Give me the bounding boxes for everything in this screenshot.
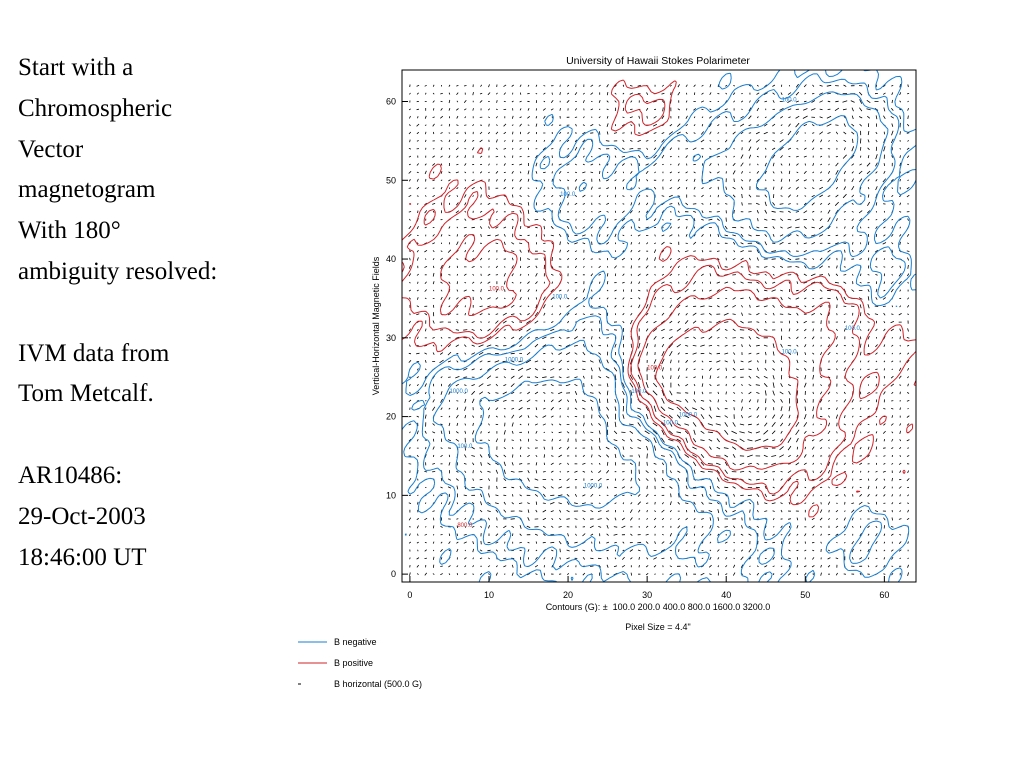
vector-mark [408, 83, 910, 577]
contour-value-label: 100.0 [663, 420, 679, 426]
text-paragraph: Start with a Chromospheric Vector magnetogr… [18, 48, 318, 293]
contour-value-label: 1000.0 [679, 413, 698, 419]
contour-value-label: 1000.0 [505, 357, 524, 363]
x-axis: 0 10 20 30 40 50 60 [407, 576, 889, 600]
y-tick-label: 50 [386, 175, 396, 185]
y-tick-label: 20 [386, 412, 396, 422]
y-tick-label: 60 [386, 97, 396, 107]
y-tick-label: 30 [386, 333, 396, 343]
contour-value-label: 100.0 [845, 326, 861, 332]
x-tick-label: 10 [484, 590, 494, 600]
text-line: magnetogram [18, 176, 156, 204]
contour-line [401, 93, 861, 495]
contour-line [401, 79, 917, 518]
chart-title: University of Hawaii Stokes Polarimeter [566, 55, 750, 67]
x-tick-label: 30 [642, 590, 652, 600]
contour-line [411, 73, 906, 583]
contour-value-label: 100.0 [489, 287, 505, 293]
text-paragraph: AR10486: 29-Oct-2003 18:46:00 UT [18, 456, 318, 578]
text-line: 29-Oct-2003 [18, 502, 146, 530]
text-line: With 180° [18, 217, 121, 245]
vector-field [408, 83, 910, 577]
text-line: ambiguity resolved: [18, 257, 218, 285]
contour-value-label: 1000.0 [449, 389, 468, 395]
x-tick-label: 60 [879, 590, 889, 600]
text-line: 18:46:00 UT [18, 543, 147, 571]
contour-value-label: 100.0 [631, 389, 647, 395]
contour-value-label: 1000.0 [584, 483, 603, 489]
contour-value-label: 100.0 [782, 350, 798, 356]
negative-contours [401, 69, 917, 583]
plot-frame [401, 69, 917, 583]
text-line: Tom Metcalf. [18, 380, 154, 408]
y-tick-label: 40 [386, 254, 396, 264]
text-line: Chromospheric [18, 94, 173, 122]
text-line: IVM data from [18, 339, 170, 367]
text-line: Vector [18, 135, 84, 163]
x-tick-label: 0 [407, 590, 412, 600]
slide-text: Start with a Chromospheric Vector magnetogr… [18, 48, 318, 578]
legend-label: B negative [334, 637, 377, 647]
text-line: Start with a [18, 54, 134, 81]
legend: B negative B positive B horizontal (500.0 … [298, 637, 422, 689]
y-tick-label: 0 [391, 569, 396, 579]
x-tick-label: 50 [800, 590, 810, 600]
contour-value-labels: 100.0100.0100.01000.01000.0100.0100.0100… [449, 98, 860, 529]
contour-value-label: 100.0 [647, 365, 663, 371]
legend-label: B horizontal (500.0 G) [334, 679, 422, 689]
text-paragraph: IVM data from Tom Metcalf. [18, 334, 318, 416]
text-line: AR10486: [18, 461, 123, 489]
contour-value-label: 100.0 [457, 444, 473, 450]
contour-value-label: 800.0 [457, 523, 473, 529]
positive-contours [401, 79, 917, 518]
contour-value-label: 100.0 [782, 98, 798, 104]
pixel-size-label: Pixel Size = 4.4" [625, 622, 690, 632]
contour-line [439, 234, 836, 471]
x-tick-label: 20 [563, 590, 573, 600]
contour-line [474, 115, 859, 509]
y-axis-label: Vertical-Horizontal Magnetic Fields [371, 256, 381, 395]
y-tick-label: 10 [386, 490, 396, 500]
legend-label: B positive [334, 658, 373, 668]
contour-value-label: 100.0 [560, 192, 576, 198]
y-axis: 0 10 20 30 40 50 60 [386, 97, 408, 579]
contour-line [432, 91, 889, 568]
contour-value-label: 100.0 [552, 294, 568, 300]
x-tick-label: 40 [721, 590, 731, 600]
x-axis-label: Contours (G): ± 100.0 200.0 400.0 800.0 … [546, 602, 771, 612]
contour-line [401, 69, 917, 583]
contour-line [655, 318, 799, 451]
